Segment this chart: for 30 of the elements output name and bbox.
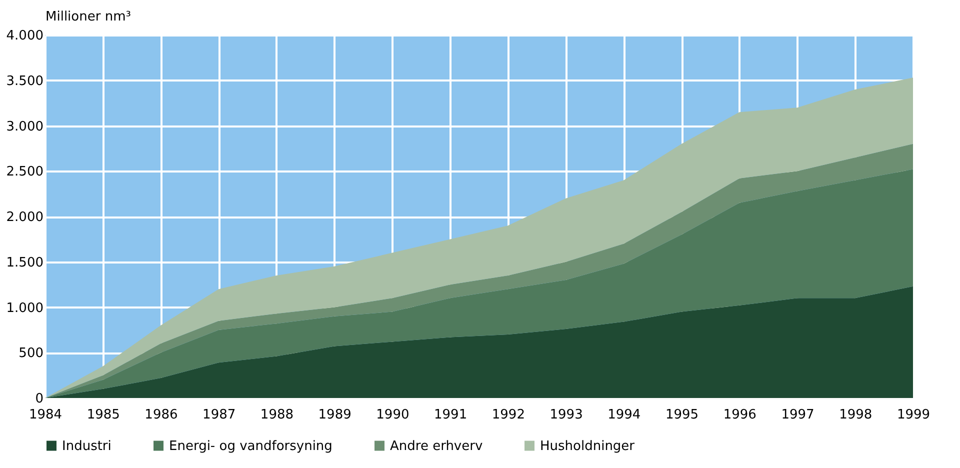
y-tick-label: 2.500 <box>6 164 44 180</box>
x-tick-label: 1992 <box>492 408 525 422</box>
y-tick-label: 500 <box>18 346 44 362</box>
legend-label: Industri <box>62 438 112 454</box>
x-tick-label: 1997 <box>781 408 814 422</box>
x-tick-label: 1989 <box>318 408 352 422</box>
x-tick-label: 1999 <box>896 408 930 422</box>
x-tick-label: 1987 <box>202 408 236 422</box>
x-tick-label: 1984 <box>28 408 62 422</box>
y-tick-label: 1.000 <box>6 300 44 316</box>
x-tick-label: 1986 <box>144 408 178 422</box>
x-tick-label: 1990 <box>376 408 410 422</box>
y-tick-label: 3.500 <box>6 74 44 89</box>
y-tick-label: 1.500 <box>6 255 44 270</box>
x-tick-label: 1996 <box>723 408 756 422</box>
legend-label: Husholdninger <box>540 438 636 454</box>
x-tick-label: 1993 <box>550 408 583 422</box>
x-tick-label: 1998 <box>839 408 872 422</box>
x-tick-label: 1994 <box>608 408 641 422</box>
x-tick-label: 1991 <box>434 408 468 422</box>
x-tick-label: 1988 <box>260 408 294 422</box>
legend-label: Andre erhverv <box>390 438 483 454</box>
y-tick-label: 2.000 <box>6 210 44 225</box>
legend-label: Energi- og vandforsyning <box>169 438 332 454</box>
x-tick-label: 1985 <box>86 408 120 422</box>
y-tick-label: 4.000 <box>6 28 44 44</box>
y-axis-title: Millioner nm³ <box>46 10 131 24</box>
y-tick-label: 0 <box>35 392 44 406</box>
y-tick-label: 3.000 <box>6 119 44 134</box>
x-tick-label: 1995 <box>665 408 699 422</box>
